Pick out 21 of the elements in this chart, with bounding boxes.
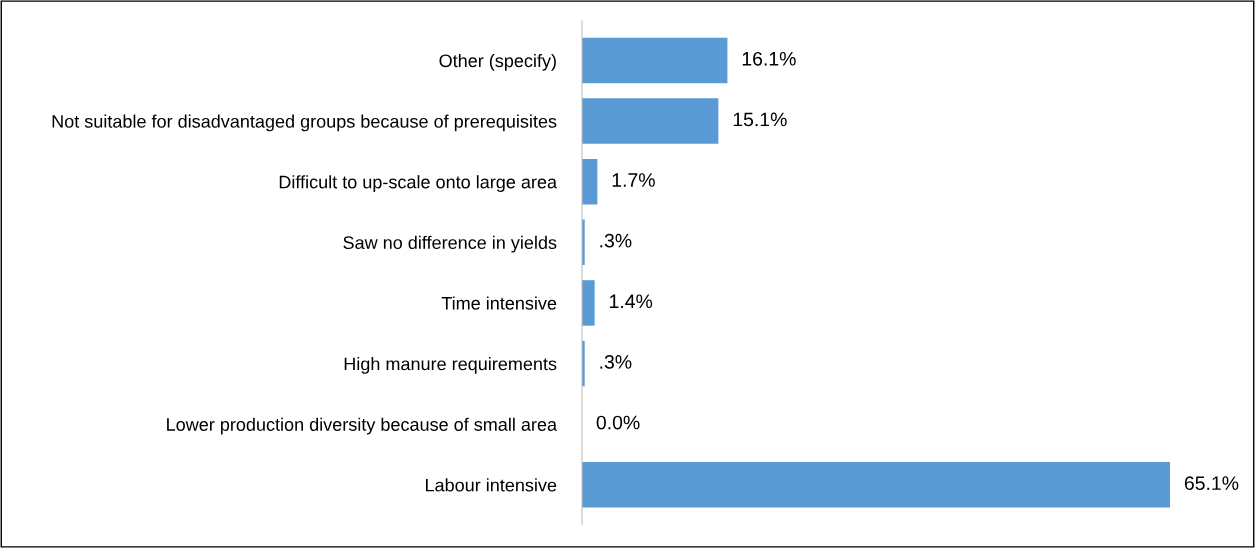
y-tick-label: Other (specify) <box>439 53 556 71</box>
data-label: 15.1% <box>733 112 787 127</box>
data-label: 65.1% <box>1184 476 1239 491</box>
bar <box>582 98 719 144</box>
data-label: 1.7% <box>612 173 655 187</box>
y-tick-label: Time intensive <box>441 296 557 310</box>
y-tick-label: Saw no difference in yields <box>343 235 557 253</box>
bar <box>582 280 595 326</box>
data-label: 0.0% <box>596 415 640 430</box>
data-label: 1.4% <box>610 294 653 309</box>
y-tick-label: High manure requirements <box>344 357 557 374</box>
y-tick-label: Difficult to up-scale onto large area <box>279 175 558 192</box>
bar <box>582 462 1170 508</box>
y-tick-label: Not suitable for disadvantaged groups because of prerequisites <box>52 114 557 132</box>
y-tick-label: Labour intensive <box>425 478 557 492</box>
y-tick-label: Lower production diversity because of small area <box>167 417 558 435</box>
data-label: 16.1% <box>742 51 796 66</box>
bar <box>582 37 728 84</box>
data-label: .3% <box>600 233 632 248</box>
bar <box>582 158 598 205</box>
data-label: .3% <box>600 355 632 369</box>
